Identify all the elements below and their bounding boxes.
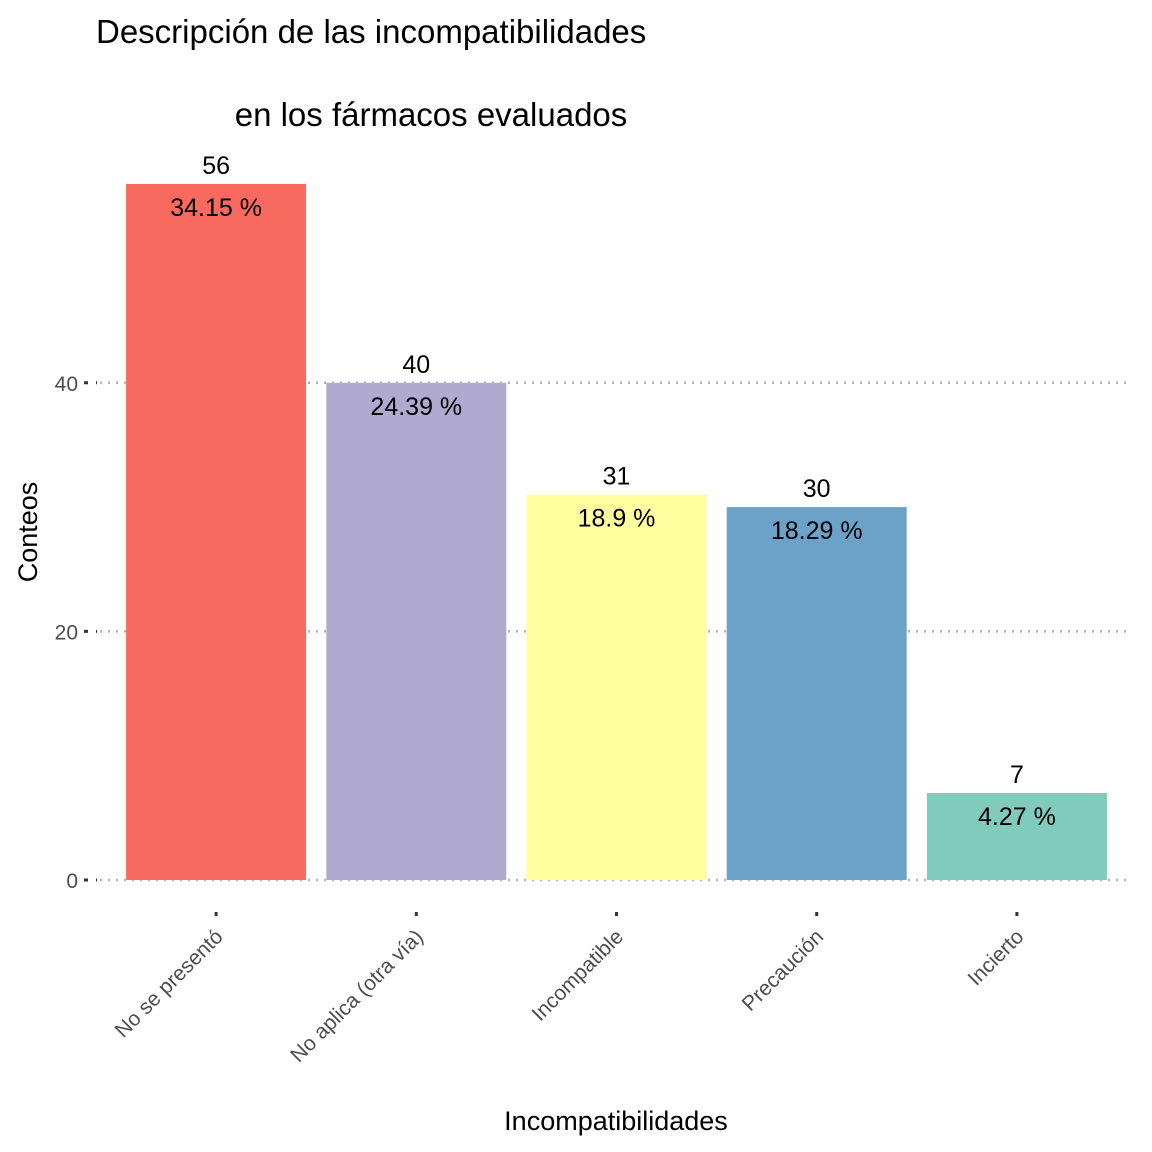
bar-percent-label: 24.39 % [370,393,462,421]
y-tick-label: 40 [55,373,78,396]
bar-percent-label: 18.29 % [771,517,863,545]
chart-subtitle: en los fármacos evaluados [235,96,628,133]
x-axis-title: Incompatibilidades [504,1106,728,1136]
bar-0 [126,183,307,881]
x-axis: No se presentó No aplica (otra vía) Incomp… [111,912,1028,1067]
x-tick-label: No se presentó [111,925,228,1042]
x-tick-label: Incierto [963,925,1028,990]
x-tick-label: Incompatible [528,925,628,1025]
bar-1 [326,382,507,880]
bar-2 [526,494,707,880]
bar-labels: 56 34.15 % 40 24.39 % 31 18.9 % 30 18.29 % 7 4.27… [170,152,1056,831]
y-axis-title: Conteos [13,482,43,583]
x-tick-label: No aplica (otra vía) [286,925,428,1067]
chart-title: Descripción de las incompatibilidades [96,13,646,50]
bar-count-label: 56 [202,152,230,180]
bars [126,183,1107,881]
bar-4 [926,792,1107,880]
bar-3 [726,507,907,880]
x-tick-label: Precaución [738,925,829,1016]
y-axis: 0 20 40 [55,373,97,893]
bar-percent-label: 4.27 % [978,803,1056,831]
bar-percent-label: 18.9 % [578,505,656,533]
bar-percent-label: 34.15 % [170,194,262,222]
bar-count-label: 30 [803,475,831,503]
y-tick-label: 0 [66,870,78,893]
bar-count-label: 40 [402,351,430,379]
bar-count-label: 31 [603,463,631,491]
y-tick-label: 20 [55,621,78,644]
bar-count-label: 7 [1010,761,1024,789]
